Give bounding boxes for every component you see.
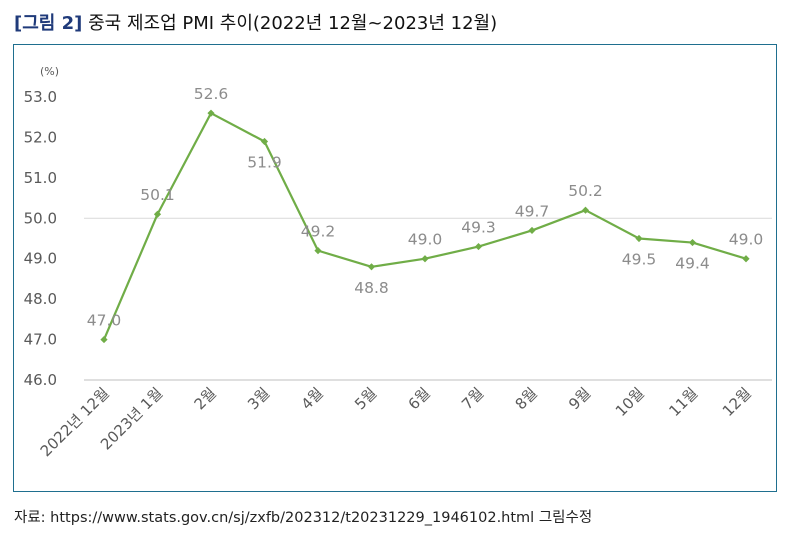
y-tick-label: 46.0 <box>24 371 57 389</box>
figure-tag: [그림 2] <box>14 13 83 34</box>
x-tick-label: 2022년 12월 <box>37 384 113 460</box>
x-tick-label: 7월 <box>458 384 487 413</box>
series-line <box>102 112 747 341</box>
x-tick-label: 2월 <box>191 384 220 413</box>
y-tick-label: 50.0 <box>24 209 57 227</box>
data-point <box>314 247 322 255</box>
y-tick-label: 49.0 <box>24 250 57 268</box>
data-point <box>421 255 429 263</box>
data-point <box>635 234 643 243</box>
x-tick-label: 10월 <box>612 384 648 420</box>
figure-title: [그림 2] 중국 제조업 PMI 추이(2022년 12월~2023년 12월… <box>14 9 497 35</box>
data-point <box>688 238 697 247</box>
data-point <box>260 137 269 146</box>
chart-frame: (%) 53.0 52.0 51.0 50.0 49.0 48.0 47.0 46.0 2022년… <box>13 44 777 492</box>
data-point <box>528 226 536 235</box>
data-point <box>153 210 162 218</box>
data-label: 49.0 <box>408 231 443 249</box>
x-tick-label: 9월 <box>565 384 594 413</box>
x-tick-label: 5월 <box>351 384 380 413</box>
x-tick-label: 12월 <box>719 384 755 420</box>
chart-axes <box>84 217 772 381</box>
y-tick-label: 47.0 <box>24 331 57 349</box>
data-point <box>367 263 376 271</box>
data-label: 50.2 <box>568 182 603 200</box>
x-tick-label: 3월 <box>244 384 273 413</box>
figure-title-text: 중국 제조업 PMI 추이(2022년 12월~2023년 12월) <box>88 13 498 34</box>
data-label: 51.9 <box>247 153 282 171</box>
data-label: 49.0 <box>729 231 764 249</box>
data-point <box>742 255 750 263</box>
data-label: 49.2 <box>301 223 336 241</box>
data-label: 48.8 <box>354 279 389 297</box>
x-tick-label: 6월 <box>405 384 434 413</box>
data-label: 52.6 <box>194 85 229 103</box>
x-tick-label: 8월 <box>512 384 541 413</box>
y-tick-label: 53.0 <box>24 88 57 106</box>
y-tick-label: 51.0 <box>24 169 57 187</box>
y-axis-unit-label: (%) <box>40 65 59 78</box>
x-tick-label: 11월 <box>665 384 701 420</box>
chart-plot <box>100 109 750 344</box>
y-tick-label: 52.0 <box>24 128 57 146</box>
line-chart: (%) 53.0 52.0 51.0 50.0 49.0 48.0 47.0 46.02022년… <box>24 65 772 460</box>
data-point <box>207 109 215 117</box>
x-tick-label: 4월 <box>298 384 327 413</box>
data-label: 49.4 <box>675 255 710 273</box>
data-point <box>100 335 108 344</box>
data-label: 49.7 <box>515 202 550 220</box>
source-note: 자료: https://www.stats.gov.cn/sj/zxfb/202… <box>14 510 593 526</box>
data-label: 47.0 <box>87 312 122 330</box>
data-label: 49.3 <box>461 219 496 237</box>
data-point <box>474 242 483 251</box>
data-label: 50.1 <box>140 186 175 204</box>
data-point <box>581 206 590 214</box>
y-tick-label: 48.0 <box>24 290 57 308</box>
data-label: 49.5 <box>622 251 657 269</box>
